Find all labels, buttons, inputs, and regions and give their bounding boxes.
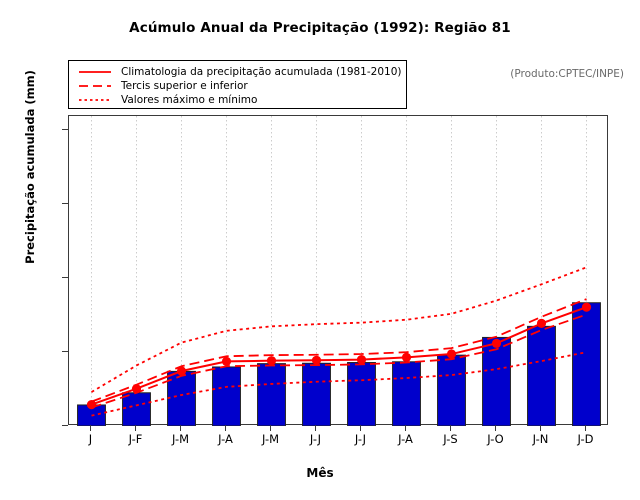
- data-point-marker: [266, 356, 277, 366]
- bar-J-S: [437, 354, 466, 426]
- x-tick-label: J-J: [354, 432, 367, 446]
- bar-J-M: [167, 370, 196, 426]
- plot-area: [68, 115, 608, 426]
- legend-dashed-line-icon: [79, 85, 111, 87]
- series-line: [91, 351, 587, 417]
- data-point-marker: [356, 354, 367, 365]
- bar-J-D: [572, 302, 601, 426]
- y-tick-mark: [62, 203, 68, 205]
- series-line: [91, 306, 587, 406]
- x-tick-mark: [315, 425, 317, 431]
- legend-item-climatology: Climatologia da precipitação acumulada (…: [69, 65, 406, 79]
- y-tick-mark: [62, 350, 68, 352]
- series-line: [91, 266, 587, 393]
- y-tick-mark: [62, 129, 68, 131]
- x-tick-label: J-A: [398, 432, 413, 446]
- producer-annotation: (Produto:CPTEC/INPE): [510, 68, 624, 80]
- y-tick-mark: [62, 424, 68, 426]
- x-tick-mark: [405, 425, 407, 431]
- data-point-marker: [131, 384, 142, 394]
- data-point-marker: [536, 318, 547, 329]
- x-tick-label: J-D: [577, 432, 594, 446]
- x-axis-title: Mês: [306, 466, 334, 480]
- data-point-marker: [446, 349, 457, 359]
- legend-label-terciles: Tercis superior e inferior: [121, 80, 248, 92]
- x-tick-mark: [90, 425, 92, 431]
- x-tick-label: J-N: [532, 432, 549, 446]
- x-tick-mark: [180, 425, 182, 431]
- series-line: [91, 313, 587, 409]
- legend-label-extremes: Valores máximo e mínimo: [121, 94, 258, 106]
- x-tick-label: J-S: [443, 432, 458, 446]
- data-point-marker: [491, 338, 502, 348]
- x-tick-mark: [585, 425, 587, 431]
- bar-J-M: [257, 363, 286, 426]
- legend-item-extremes: Valores máximo e mínimo: [69, 93, 406, 107]
- data-point-marker: [221, 356, 232, 367]
- x-tick-mark: [495, 425, 497, 431]
- data-point-marker: [311, 355, 322, 365]
- x-tick-label: J-O: [487, 432, 504, 446]
- series-line: [91, 298, 587, 403]
- bar-J-J: [347, 362, 376, 426]
- x-tick-label: J-M: [171, 432, 190, 446]
- data-point-marker: [86, 399, 97, 410]
- x-tick-mark: [540, 425, 542, 431]
- bar-J-F: [122, 392, 151, 426]
- page-title: Acúmulo Anual da Precipitação (1992): Re…: [129, 20, 511, 36]
- x-tick-mark: [450, 425, 452, 431]
- bar-J-A: [212, 366, 241, 426]
- x-tick-label: J-F: [128, 432, 143, 446]
- x-tick-mark: [270, 425, 272, 431]
- y-tick-mark: [62, 276, 68, 279]
- x-tick-label: J-M: [261, 432, 280, 446]
- bar-J-N: [527, 325, 556, 426]
- bar-J-J: [302, 362, 331, 426]
- x-tick-label: J-J: [309, 432, 322, 446]
- bar-J-O: [482, 336, 511, 426]
- legend-solid-line-icon: [79, 71, 111, 73]
- x-tick-label: J-A: [218, 432, 233, 446]
- bar-J-A: [392, 361, 421, 426]
- x-tick-mark: [225, 425, 227, 431]
- legend-dotted-line-icon: [79, 99, 111, 101]
- data-point-marker: [401, 352, 412, 362]
- legend-item-terciles: Tercis superior e inferior: [69, 79, 406, 93]
- x-tick-mark: [135, 425, 137, 431]
- y-axis-title: Precipitação acumulada (mm): [23, 70, 37, 264]
- legend-label-climatology: Climatologia da precipitação acumulada (…: [121, 66, 402, 78]
- data-point-marker: [581, 302, 592, 312]
- plot-canvas: [77, 116, 601, 426]
- data-point-marker: [176, 366, 187, 376]
- chart-legend: Climatologia da precipitação acumulada (…: [68, 60, 407, 109]
- x-tick-label: J: [88, 432, 93, 446]
- x-tick-mark: [360, 425, 362, 431]
